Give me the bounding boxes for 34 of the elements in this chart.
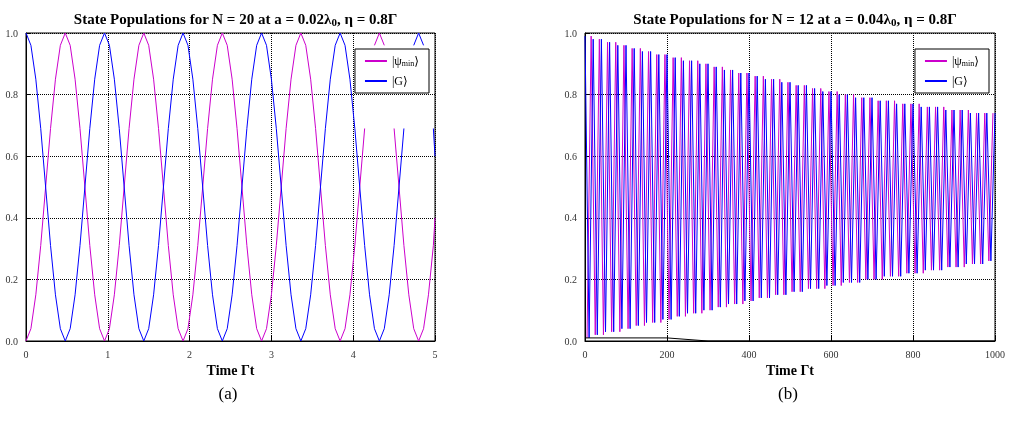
x-tick-label: 1000 bbox=[985, 348, 1005, 360]
x-axis-title: Time Γt bbox=[206, 363, 255, 379]
y-tick-label: 0.8 bbox=[564, 89, 577, 101]
y-tick-label: 0.0 bbox=[564, 335, 577, 347]
y-tick-label: 0.6 bbox=[564, 150, 577, 162]
x-tick-label: 0 bbox=[23, 348, 29, 360]
x-tick-label: 200 bbox=[659, 348, 675, 360]
legend-label: |ψmin⟩ bbox=[951, 54, 980, 68]
y-tick-label: 0.2 bbox=[564, 273, 577, 285]
x-tick-label: 2 bbox=[187, 348, 193, 360]
y-tick-label: 0.4 bbox=[564, 212, 577, 224]
x-tick-label: 4 bbox=[350, 348, 356, 360]
y-tick-label: 0.8 bbox=[5, 89, 18, 101]
x-axis-title: Time Γt bbox=[766, 363, 815, 379]
x-tick-label: 600 bbox=[823, 348, 839, 360]
x-tick-label: 800 bbox=[905, 348, 921, 360]
x-tick-label: 400 bbox=[741, 348, 757, 360]
text: (a) bbox=[218, 384, 238, 403]
x-tick-label: 1 bbox=[105, 348, 111, 360]
y-tick-label: 0.2 bbox=[5, 273, 18, 285]
y-tick-label: 0.0 bbox=[5, 335, 18, 347]
y-tick-label: 1.0 bbox=[564, 27, 577, 39]
y-tick-label: 0.4 bbox=[5, 212, 18, 224]
legend-label: |G⟩ bbox=[951, 74, 968, 88]
chart-title: State Populations for N = 20 at a = 0.02λ0, η = 0.8Γ bbox=[73, 11, 398, 28]
y-tick-label: 0.6 bbox=[5, 150, 18, 162]
chart-title: State Populations for N = 12 at a = 0.04λ0, η = 0.8Γ bbox=[633, 11, 957, 28]
y-tick-label: 1.0 bbox=[5, 27, 18, 39]
legend-label: |G⟩ bbox=[391, 74, 408, 88]
x-tick-label: 3 bbox=[268, 348, 274, 360]
x-tick-label: 5 bbox=[432, 348, 438, 360]
legend-label: |ψmin⟩ bbox=[391, 54, 420, 68]
x-tick-label: 0 bbox=[582, 348, 588, 360]
text: (b) bbox=[778, 384, 798, 403]
